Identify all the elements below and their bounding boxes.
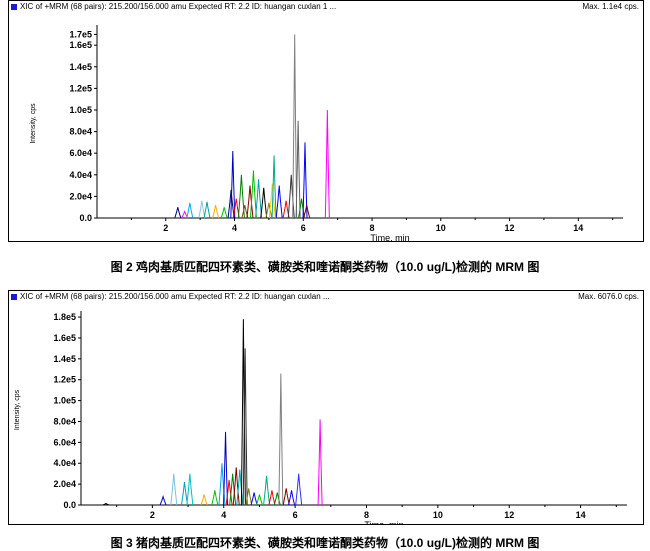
y-tick-label: 8.0e4 bbox=[53, 416, 76, 426]
y-tick-label: 1.4e5 bbox=[69, 62, 92, 72]
chromatogram-peak bbox=[268, 183, 276, 219]
chromatogram-peak bbox=[302, 142, 308, 219]
y-tick-label: 0.0 bbox=[63, 500, 76, 510]
chromatogram-peak bbox=[181, 210, 189, 219]
y-tick-label: 4.0e4 bbox=[53, 458, 76, 468]
figure-caption-2: 图 3 猪肉基质匹配四环素类、磺胺类和喹诺酮类药物（10.0 ug/L)检测的 … bbox=[110, 536, 540, 550]
x-tick-label: 12 bbox=[504, 510, 514, 520]
x-tick-label: 2 bbox=[150, 510, 155, 520]
x-tick-label: 14 bbox=[576, 510, 586, 520]
chromatogram-peak bbox=[180, 481, 188, 506]
y-tick-label: 1.6e5 bbox=[53, 333, 76, 343]
x-tick-label: 8 bbox=[364, 510, 369, 520]
figure-caption-1: 图 2 鸡肉基质匹配四环素类、磺胺类和喹诺酮类药物（10.0 ug/L)检测的 … bbox=[110, 260, 540, 274]
header-trace-info: XIC of +MRM (68 pairs): 215.200/156.000 … bbox=[20, 2, 337, 11]
y-tick-label: 1.2e5 bbox=[53, 375, 76, 385]
chromatogram-peak bbox=[295, 120, 301, 219]
chromatogram-peak bbox=[275, 185, 283, 219]
chromatogram-peak bbox=[186, 473, 194, 506]
y-axis-label: Intensity, cps bbox=[30, 103, 37, 144]
chromatogram-peak bbox=[227, 189, 235, 219]
x-axis-label: Time, min bbox=[370, 233, 409, 241]
y-tick-label: 2.0e4 bbox=[69, 191, 92, 201]
chromatogram-peak bbox=[317, 419, 323, 506]
x-tick-label: 10 bbox=[433, 510, 443, 520]
y-tick-label: 4.0e4 bbox=[69, 170, 92, 180]
chromatogram-peak bbox=[250, 492, 258, 506]
y-tick-label: 1.4e5 bbox=[53, 354, 76, 364]
chromatogram-peak bbox=[212, 204, 220, 219]
chromatogram-peak bbox=[263, 475, 271, 506]
y-tick-label: 6.0e4 bbox=[69, 148, 92, 158]
chromatogram-peak bbox=[230, 151, 236, 219]
chromatogram-peak bbox=[237, 174, 245, 219]
chromatogram-peak bbox=[102, 502, 110, 506]
x-tick-label: 6 bbox=[301, 223, 306, 233]
chromatogram-peak bbox=[159, 495, 167, 506]
mrm-chart-1: 0.0 2.0e4 4.0e4 6.0e4 8.0e4 1.0e5 1.2e5 1.4e5 1.… bbox=[30, 25, 623, 243]
x-axis-label: Time, min bbox=[364, 520, 403, 524]
x-tick-label: 10 bbox=[436, 223, 446, 233]
x-tick-label: 14 bbox=[573, 223, 583, 233]
chromatogram-peak bbox=[186, 202, 194, 219]
chromatogram-peak bbox=[198, 200, 206, 219]
chromatogram-peak bbox=[295, 473, 303, 506]
y-tick-label: 1.2e5 bbox=[69, 83, 92, 93]
x-tick-label: 12 bbox=[505, 223, 515, 233]
chromatogram-peak bbox=[211, 490, 219, 506]
chromatogram-peak bbox=[241, 204, 249, 219]
trace-color-icon bbox=[11, 3, 17, 10]
chart-header-1: XIC of +MRM (68 pairs): 215.200/156.000 … bbox=[9, 1, 643, 13]
chromatogram-peak bbox=[260, 187, 268, 219]
chromatogram-peak bbox=[265, 202, 273, 219]
chromatogram-peak bbox=[303, 204, 311, 219]
chromatogram-peak bbox=[271, 155, 277, 219]
chromatogram-peak bbox=[278, 373, 284, 506]
x-tick-label: 4 bbox=[221, 510, 226, 520]
x-tick-label: 6 bbox=[293, 510, 298, 520]
y-tick-label: 6.0e4 bbox=[53, 437, 76, 447]
chromatogram-peak bbox=[268, 490, 276, 506]
y-tick-label: 1.6e5 bbox=[69, 40, 92, 50]
chromatogram-peak bbox=[203, 201, 211, 219]
chromatogram-peak bbox=[246, 185, 254, 219]
x-tick-label: 8 bbox=[370, 223, 375, 233]
chromatogram-panel-2: XIC of +MRM (68 pairs): 215.200/156.000 … bbox=[8, 290, 644, 530]
chromatogram-peak bbox=[255, 494, 263, 506]
chromatogram-peak bbox=[220, 207, 228, 219]
chromatogram-peak bbox=[282, 488, 290, 506]
chromatogram-peak bbox=[170, 473, 178, 506]
header-max-intensity: Max. 1.1e4 cps. bbox=[582, 2, 639, 11]
chromatogram-panel-1: XIC of +MRM (68 pairs): 215.200/156.000 … bbox=[8, 0, 644, 243]
chart-header-2: XIC of +MRM (68 pairs): 215.200/156.000 … bbox=[9, 291, 643, 303]
mrm-chart-2: 0.0 2.0e4 4.0e4 6.0e4 8.0e4 1.0e5 1.2e5 1.4e5 1.… bbox=[14, 311, 627, 530]
chromatogram-peak bbox=[245, 488, 253, 506]
chromatogram-peak bbox=[292, 34, 298, 219]
header-max-intensity: Max. 6076.0 cps. bbox=[578, 292, 639, 301]
y-tick-label: 1.8e5 bbox=[53, 312, 76, 322]
y-tick-label: 2.0e4 bbox=[53, 479, 76, 489]
x-tick-label: 4 bbox=[232, 223, 237, 233]
chromatogram-peak bbox=[232, 198, 240, 219]
y-axis-label: Intensity, cps bbox=[14, 389, 21, 430]
y-tick-label: 1.0e5 bbox=[53, 396, 76, 406]
y-tick-label: 1.7e5 bbox=[69, 29, 92, 39]
chromatogram-peak bbox=[249, 170, 257, 219]
chromatogram-peak bbox=[200, 494, 208, 506]
header-trace-info: XIC of +MRM (68 pairs): 215.200/156.000 … bbox=[20, 292, 330, 301]
chromatogram-peak bbox=[223, 431, 229, 506]
trace-color-icon bbox=[11, 293, 17, 300]
y-tick-label: 1.0e5 bbox=[69, 105, 92, 115]
chromatogram-peak bbox=[174, 207, 182, 219]
chromatogram-peak bbox=[324, 109, 330, 219]
chromatogram-peak bbox=[288, 490, 296, 506]
chromatogram-peak bbox=[255, 179, 263, 219]
chromatogram-peak bbox=[242, 348, 248, 506]
chromatogram-peak bbox=[282, 200, 290, 219]
y-tick-label: 8.0e4 bbox=[69, 127, 92, 137]
y-tick-label: 0.0 bbox=[79, 213, 92, 223]
x-tick-label: 2 bbox=[163, 223, 168, 233]
